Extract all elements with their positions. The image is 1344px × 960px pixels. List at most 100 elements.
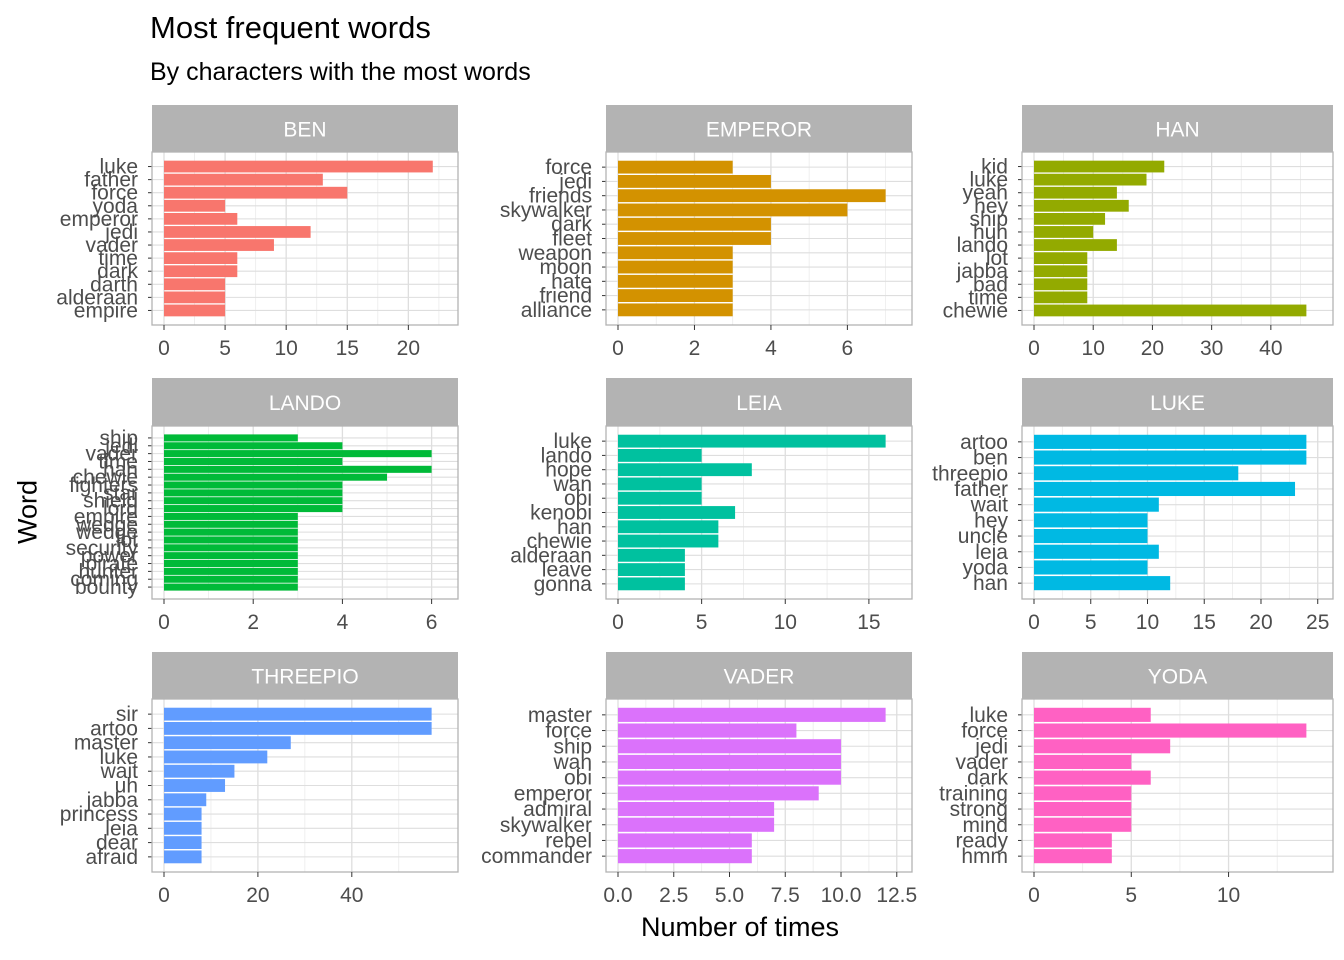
bar-kenobi bbox=[618, 506, 736, 519]
y-tick-label: hmm bbox=[961, 845, 1008, 868]
y-tick-label: fleet bbox=[552, 228, 592, 251]
y-tick-label: security bbox=[66, 537, 139, 560]
bar-skywalker bbox=[618, 203, 848, 217]
y-tick-label: time bbox=[98, 247, 138, 270]
bar-bad bbox=[1034, 278, 1088, 291]
bar-threepio bbox=[1034, 466, 1239, 481]
x-tick-label: 25 bbox=[1306, 611, 1329, 634]
x-tick-label: 0 bbox=[1028, 337, 1040, 360]
bar-vader bbox=[164, 239, 274, 251]
bar-luke bbox=[618, 434, 886, 448]
panel-border bbox=[605, 151, 913, 326]
bar-dark bbox=[1034, 770, 1151, 785]
y-tick-label: yoda bbox=[962, 556, 1008, 579]
bar-yoda bbox=[1034, 560, 1148, 575]
panel-border bbox=[151, 425, 459, 600]
y-tick-label: dark bbox=[97, 260, 138, 283]
bar-jabba bbox=[164, 793, 207, 807]
x-tick-label: 20 bbox=[397, 337, 420, 360]
bar-wan bbox=[618, 754, 842, 770]
bar-lot bbox=[164, 536, 298, 544]
y-tick-label: huh bbox=[973, 221, 1008, 244]
y-tick-label: father bbox=[954, 478, 1008, 501]
bar-afraid bbox=[164, 850, 202, 864]
y-tick-label: artoo bbox=[960, 431, 1008, 454]
bar-wan bbox=[618, 477, 702, 491]
bar-han bbox=[1034, 576, 1171, 591]
x-tick-label: 10 bbox=[1136, 611, 1159, 634]
x-tick-label: 5 bbox=[696, 611, 708, 634]
bar-mind bbox=[1034, 817, 1132, 832]
bar-hate bbox=[618, 274, 733, 288]
x-tick-label: 2 bbox=[689, 337, 701, 360]
facet-panel-han: HAN kidlukeyeahheyshiphuhlandolotjabbabad… bbox=[943, 105, 1334, 360]
panel-border bbox=[605, 698, 913, 873]
facet-strip-label: BEN bbox=[283, 119, 326, 142]
bar-chewie bbox=[618, 534, 719, 548]
y-tick-label: chewie bbox=[943, 299, 1008, 322]
y-tick-label: luke bbox=[553, 430, 592, 453]
y-tick-label: lot bbox=[986, 247, 1008, 270]
y-tick-label: hey bbox=[974, 509, 1008, 532]
x-tick-label: 0.0 bbox=[603, 884, 632, 907]
y-tick-label: jabba bbox=[86, 789, 139, 812]
bar-admiral bbox=[618, 801, 775, 817]
y-tick-label: time bbox=[98, 450, 138, 473]
x-tick-label: 15 bbox=[336, 337, 359, 360]
y-tick-label: obi bbox=[564, 767, 592, 790]
y-tick-label: weapon bbox=[517, 242, 592, 265]
facet-panel-lando: LANDOshipjedivadertimehanchewiefighterss… bbox=[66, 378, 459, 634]
y-tick-label: jedi bbox=[558, 170, 592, 193]
y-tick-label: han bbox=[557, 516, 592, 539]
y-tick-label: force bbox=[91, 182, 138, 205]
bar-fighters bbox=[164, 481, 343, 489]
y-tick-label: mind bbox=[962, 814, 1008, 837]
bar-alderaan bbox=[618, 548, 685, 562]
y-tick-label: dark bbox=[551, 213, 592, 236]
bar-time bbox=[164, 457, 343, 466]
bar-luke bbox=[164, 750, 268, 764]
bar-ship bbox=[1034, 212, 1106, 225]
y-tick-label: threepio bbox=[932, 462, 1008, 485]
y-tick-label: fighters bbox=[69, 474, 138, 497]
y-tick-label: luke bbox=[969, 704, 1008, 727]
bar-skywalker bbox=[618, 817, 775, 832]
y-tick-label: luke bbox=[969, 169, 1008, 192]
x-tick-label: 5 bbox=[1085, 611, 1097, 634]
bar-lando bbox=[618, 448, 702, 462]
y-tick-label: skywalker bbox=[500, 199, 592, 222]
y-tick-label: time bbox=[968, 286, 1008, 309]
bar-jedi bbox=[618, 174, 771, 188]
y-tick-label: force bbox=[545, 156, 592, 179]
y-tick-label: han bbox=[973, 572, 1008, 595]
bar-princess bbox=[164, 807, 202, 821]
y-tick-label: hope bbox=[545, 459, 592, 482]
x-tick-label: 10.0 bbox=[821, 884, 862, 907]
y-tick-label: lord bbox=[103, 498, 138, 521]
bar-obi bbox=[618, 491, 702, 505]
y-tick-label: wait bbox=[100, 760, 139, 783]
y-tick-label: master bbox=[528, 704, 592, 727]
y-tick-label: leia bbox=[105, 817, 138, 840]
facet-strip-label: HAN bbox=[1155, 119, 1199, 142]
bar-lando bbox=[1034, 239, 1117, 251]
y-tick-label: artoo bbox=[90, 717, 138, 740]
x-tick-label: 15 bbox=[1193, 611, 1216, 634]
bar-obi bbox=[618, 770, 842, 785]
x-tick-label: 6 bbox=[842, 337, 854, 360]
y-tick-label: kid bbox=[981, 156, 1008, 179]
facet-panel-emperor: EMPEROR forcejedifriendsskywalkerdarkflee… bbox=[500, 105, 913, 360]
bar-lord bbox=[164, 505, 343, 513]
y-tick-label: kenobi bbox=[530, 502, 592, 525]
bar-security bbox=[164, 544, 298, 552]
facet-strip-label: YODA bbox=[1148, 666, 1208, 689]
x-tick-label: 0 bbox=[1028, 611, 1040, 634]
facet-strip bbox=[152, 652, 458, 699]
facet-strip bbox=[1022, 378, 1333, 426]
panel-border bbox=[151, 698, 459, 873]
facet-strip-label: THREEPIO bbox=[251, 666, 358, 689]
bar-luke bbox=[1034, 173, 1147, 186]
facet-strip bbox=[1022, 652, 1333, 699]
y-tick-label: uh bbox=[115, 775, 138, 798]
y-tick-label: vader bbox=[955, 751, 1008, 774]
